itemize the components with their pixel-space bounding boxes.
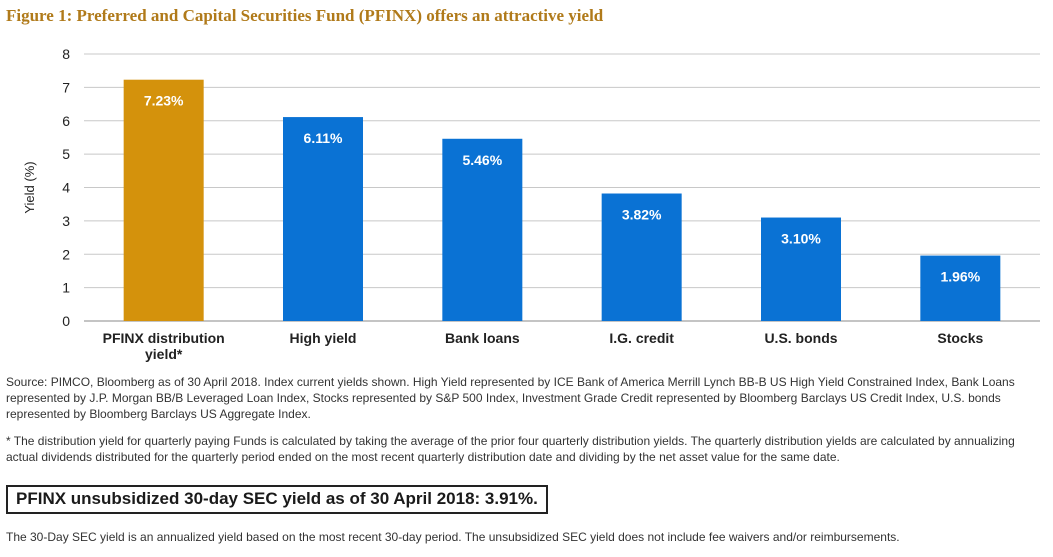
y-tick-label: 3	[62, 213, 70, 229]
sec-yield-callout: PFINX unsubsidized 30-day SEC yield as o…	[6, 485, 548, 514]
bar	[761, 217, 841, 321]
bar	[283, 117, 363, 321]
bar	[123, 79, 204, 321]
data-label: 1.96%	[940, 269, 980, 285]
bar	[442, 138, 523, 321]
y-tick-label: 5	[62, 146, 70, 162]
bar	[601, 193, 682, 321]
sec-yield-note: The 30-Day SEC yield is an annualized yi…	[6, 530, 900, 544]
distribution-yield-footnote: * The distribution yield for quarterly p…	[6, 434, 1015, 464]
y-tick-label: 2	[62, 246, 70, 262]
y-tick-label: 7	[62, 79, 70, 95]
data-label: 6.11%	[304, 130, 343, 146]
source-note: Source: PIMCO, Bloomberg as of 30 April …	[6, 375, 1015, 421]
figure-title: Figure 1: Preferred and Capital Securiti…	[6, 6, 604, 25]
x-tick-label: High yield	[290, 330, 357, 346]
y-tick-label: 1	[62, 280, 70, 296]
x-tick-label: Stocks	[937, 330, 983, 346]
y-axis-ticks: 0 1 2 3 4 5 6 7 8	[62, 46, 70, 329]
gridlines	[84, 53, 1040, 322]
x-tick-label: PFINX distribution	[103, 330, 225, 346]
y-tick-label: 4	[62, 180, 70, 196]
data-label: 5.46%	[462, 152, 502, 168]
x-tick-label: I.G. credit	[609, 330, 674, 346]
y-tick-label: 6	[62, 113, 70, 129]
y-tick-label: 0	[62, 313, 70, 329]
x-tick-label: U.S. bonds	[764, 330, 837, 346]
x-tick-label: yield*	[145, 346, 183, 362]
y-tick-label: 8	[62, 46, 70, 62]
bar	[920, 255, 1001, 321]
data-label: 3.10%	[781, 231, 821, 247]
bars: 7.23% 6.11% 5.46% 3.82% 3.10% 1.96%	[123, 79, 1001, 321]
data-label: 7.23%	[144, 93, 184, 109]
data-label: 3.82%	[622, 207, 662, 223]
y-axis-label: Yield (%)	[22, 161, 37, 213]
bar-chart: 7.23% 6.11% 5.46% 3.82% 3.10% 1.96% 0 1 2 3 4 5 6 7 8…	[22, 46, 1040, 362]
x-tick-label: Bank loans	[445, 330, 520, 346]
